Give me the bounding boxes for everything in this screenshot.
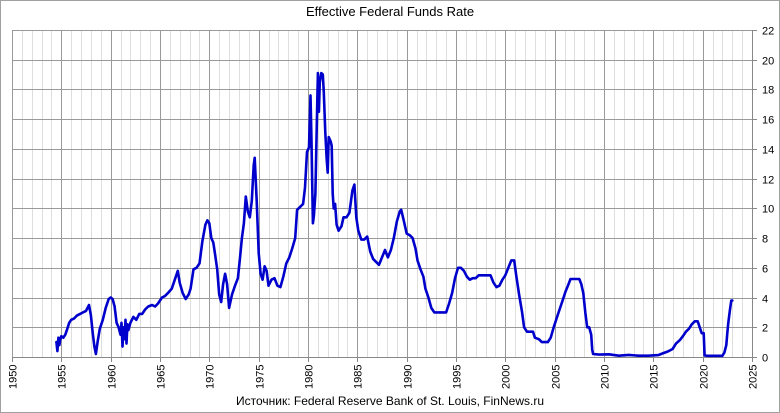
y-tick-label: 22 [762,26,774,38]
y-axis-ticks: 0 2 4 6 8 10 12 14 16 18 20 22 [752,26,774,365]
chart-title: Effective Federal Funds Rate [305,4,475,19]
x-tick-label: 1990 [403,365,415,389]
minor-gridlines [22,30,743,357]
y-tick-label: 12 [762,175,774,187]
x-tick-label: 1980 [304,365,316,389]
x-tick-label: 2005 [551,365,563,389]
x-tick-label: 1995 [452,365,464,389]
axes [12,30,753,358]
x-tick-label: 2020 [699,365,711,389]
x-tick-label: 2010 [600,365,612,389]
y-tick-label: 14 [762,145,774,157]
series-layer [55,71,734,358]
x-tick-label: 2015 [649,365,661,389]
x-tick-label: 1965 [156,365,168,389]
source-note: Источник: Federal Reserve Bank of St. Lo… [235,394,544,408]
y-tick-label: 8 [762,234,768,246]
y-tick-label: 20 [762,56,774,68]
series-line [55,71,734,358]
x-tick-label: 1960 [107,365,119,389]
x-tick-label: 2025 [748,365,760,389]
x-tick-label: 1985 [353,365,365,389]
x-axis-ticks: 1950 1955 1960 1965 1970 1975 1980 1985 1990 1995… [8,357,760,389]
x-tick-label: 2000 [501,365,513,389]
y-tick-label: 4 [762,294,768,306]
y-tick-label: 18 [762,85,774,97]
y-tick-label: 2 [762,323,768,335]
major-gridlines [12,30,753,358]
x-tick-label: 1975 [255,365,267,389]
y-tick-label: 10 [762,204,774,216]
x-tick-label: 1970 [205,365,217,389]
y-tick-label: 0 [762,353,768,365]
y-tick-label: 6 [762,264,768,276]
x-tick-label: 1950 [8,365,20,389]
x-tick-label: 1955 [57,365,69,389]
y-tick-label: 16 [762,115,774,127]
